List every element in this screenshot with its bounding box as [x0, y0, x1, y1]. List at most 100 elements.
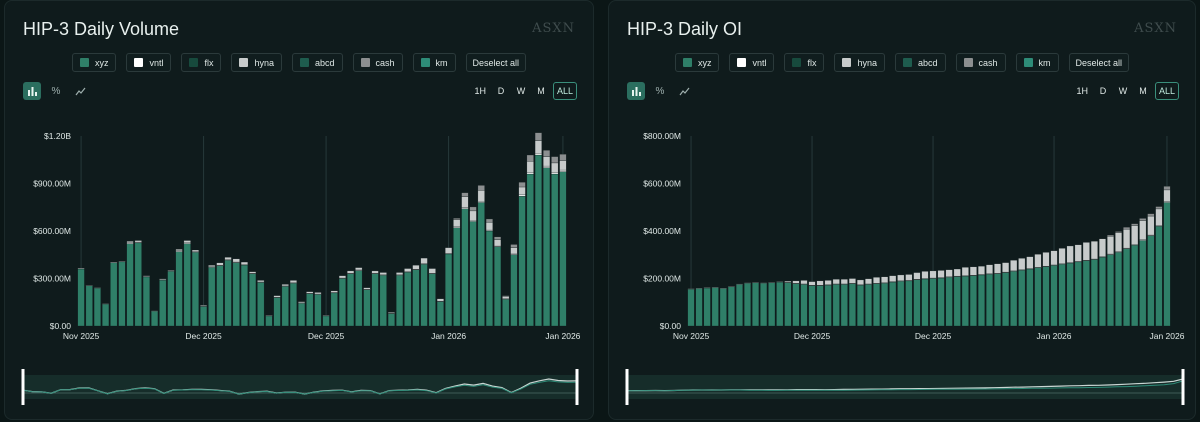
- bar-segment-xyz[interactable]: [719, 288, 727, 327]
- bar-segment-cash[interactable]: [494, 236, 502, 240]
- bar-segment-hyna[interactable]: [1074, 244, 1082, 262]
- bar-segment-xyz[interactable]: [151, 310, 159, 327]
- bar-segment-hyna[interactable]: [551, 162, 559, 173]
- bar-segment-xyz[interactable]: [232, 262, 240, 327]
- bar-segment-hyna[interactable]: [273, 295, 281, 298]
- bar-segment-xyz[interactable]: [1066, 262, 1074, 327]
- bar-segment-xyz[interactable]: [969, 275, 977, 327]
- bar-segment-hyna[interactable]: [559, 160, 567, 171]
- bar-segment-hyna[interactable]: [1066, 245, 1074, 263]
- bar-segment-hyna[interactable]: [945, 269, 953, 277]
- bar-segment-xyz[interactable]: [461, 208, 469, 327]
- bar-chart-icon[interactable]: [23, 82, 41, 100]
- bar-segment-xyz[interactable]: [905, 280, 913, 327]
- bar-segment-hyna[interactable]: [977, 265, 985, 275]
- bar-segment-xyz[interactable]: [1098, 256, 1106, 327]
- bar-segment-hyna[interactable]: [387, 312, 395, 314]
- bar-segment-xyz[interactable]: [1010, 271, 1018, 327]
- bar-segment-vntl[interactable]: [744, 282, 751, 284]
- bar-segment-hyna[interactable]: [816, 280, 824, 286]
- bar-segment-xyz[interactable]: [200, 306, 208, 327]
- bar-segment-xyz[interactable]: [273, 297, 281, 327]
- bar-segment-cash[interactable]: [518, 182, 526, 188]
- bar-segment-xyz[interactable]: [110, 262, 118, 327]
- legend-item-hyna[interactable]: hyna: [834, 53, 885, 72]
- bar-segment-xyz[interactable]: [191, 252, 199, 327]
- percent-icon[interactable]: %: [655, 85, 665, 97]
- bar-segment-xyz[interactable]: [526, 173, 534, 327]
- bar-segment-vntl[interactable]: [77, 268, 85, 270]
- bar-segment-xyz[interactable]: [1082, 260, 1090, 327]
- bar-segment-vntl[interactable]: [695, 287, 703, 289]
- bar-segment-hyna[interactable]: [404, 268, 412, 272]
- bar-segment-hyna[interactable]: [436, 298, 444, 302]
- bar-segment-xyz[interactable]: [534, 154, 542, 327]
- bar-segment-hyna[interactable]: [494, 239, 502, 247]
- legend-item-xyz[interactable]: xyz: [674, 53, 720, 72]
- bar-segment-xyz[interactable]: [913, 279, 921, 327]
- bar-segment-xyz[interactable]: [1026, 268, 1034, 327]
- bar-segment-xyz[interactable]: [224, 260, 232, 327]
- bar-segment-xyz[interactable]: [800, 284, 808, 327]
- range-button-w[interactable]: W: [516, 86, 526, 96]
- bar-segment-hyna[interactable]: [461, 196, 469, 208]
- bar-segment-xyz[interactable]: [559, 171, 567, 327]
- bar-segment-hyna[interactable]: [200, 305, 208, 307]
- bar-segment-cash[interactable]: [534, 132, 542, 141]
- bar-segment-cash[interactable]: [543, 150, 551, 157]
- bar-segment-vntl[interactable]: [151, 310, 159, 312]
- bar-segment-vntl[interactable]: [559, 169, 567, 172]
- bar-segment-hyna[interactable]: [453, 219, 461, 228]
- bar-segment-hyna[interactable]: [469, 210, 477, 221]
- bar-segment-xyz[interactable]: [445, 253, 453, 327]
- bar-segment-xyz[interactable]: [167, 271, 175, 327]
- bar-segment-hyna[interactable]: [208, 265, 216, 267]
- bar-segment-xyz[interactable]: [216, 265, 224, 327]
- bar-segment-vntl[interactable]: [687, 288, 695, 290]
- bar-segment-xyz[interactable]: [735, 284, 743, 327]
- bar-segment-xyz[interactable]: [208, 267, 216, 327]
- bar-segment-xyz[interactable]: [1042, 266, 1050, 327]
- bar-segment-xyz[interactable]: [994, 273, 1002, 327]
- bar-segment-cash[interactable]: [485, 218, 493, 223]
- bar-segment-hyna[interactable]: [183, 240, 191, 244]
- bar-segment-xyz[interactable]: [1163, 202, 1171, 327]
- bar-segment-xyz[interactable]: [118, 261, 126, 327]
- bar-segment-hyna[interactable]: [379, 272, 387, 276]
- bar-segment-hyna[interactable]: [986, 264, 993, 274]
- bar-segment-vntl[interactable]: [461, 207, 469, 209]
- bar-segment-xyz[interactable]: [1002, 272, 1010, 327]
- bar-segment-xyz[interactable]: [1050, 265, 1058, 327]
- bar-segment-vntl[interactable]: [752, 282, 760, 283]
- navigator-left-handle[interactable]: [21, 369, 25, 405]
- bar-segment-xyz[interactable]: [306, 293, 314, 327]
- bar-segment-xyz[interactable]: [768, 282, 776, 327]
- bar-segment-xyz[interactable]: [330, 292, 338, 327]
- deselect-all-button[interactable]: Deselect all: [1068, 53, 1130, 72]
- bar-segment-xyz[interactable]: [832, 284, 840, 327]
- range-button-m[interactable]: M: [537, 86, 545, 96]
- bar-segment-xyz[interactable]: [347, 273, 355, 327]
- bar-segment-xyz[interactable]: [1107, 254, 1114, 327]
- line-chart-icon[interactable]: [71, 82, 89, 100]
- bar-segment-hyna[interactable]: [265, 314, 273, 316]
- bar-segment-hyna[interactable]: [1098, 238, 1106, 257]
- bar-segment-xyz[interactable]: [436, 301, 444, 327]
- bar-segment-xyz[interactable]: [953, 276, 961, 327]
- bar-segment-xyz[interactable]: [379, 275, 387, 327]
- bar-segment-hyna[interactable]: [543, 156, 551, 167]
- bar-segment-cash[interactable]: [469, 206, 477, 212]
- bar-segment-cash[interactable]: [477, 185, 485, 191]
- bar-segment-hyna[interactable]: [126, 241, 134, 244]
- range-button-m[interactable]: M: [1139, 86, 1147, 96]
- bar-segment-hyna[interactable]: [281, 284, 289, 287]
- bar-segment-xyz[interactable]: [1034, 267, 1042, 327]
- bar-segment-xyz[interactable]: [776, 281, 784, 327]
- navigator-right-handle[interactable]: [1181, 369, 1185, 405]
- navigator-left-handle[interactable]: [625, 369, 629, 405]
- bar-segment-xyz[interactable]: [945, 277, 953, 327]
- bar-segment-hyna[interactable]: [961, 267, 969, 276]
- bar-segment-xyz[interactable]: [897, 281, 905, 327]
- bar-segment-hyna[interactable]: [518, 186, 526, 196]
- bar-segment-cash[interactable]: [551, 156, 559, 164]
